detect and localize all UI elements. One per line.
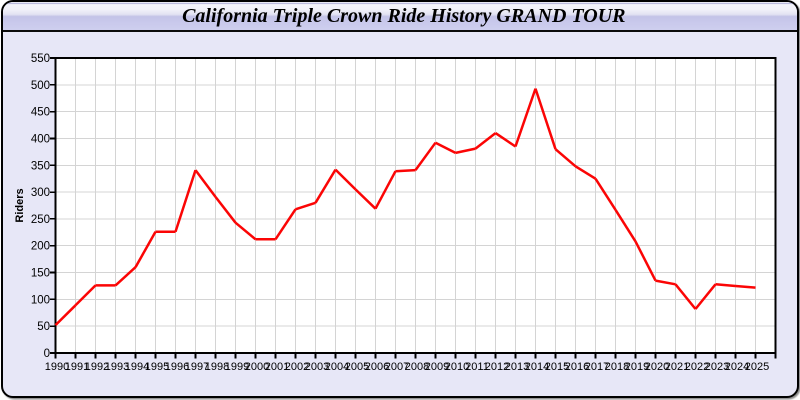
svg-text:2002: 2002 [285,361,309,373]
svg-text:2001: 2001 [265,361,289,373]
svg-text:2004: 2004 [325,361,349,373]
svg-text:450: 450 [31,107,50,119]
svg-text:0: 0 [44,348,50,360]
svg-text:1990: 1990 [45,361,69,373]
svg-text:2016: 2016 [565,361,589,373]
svg-text:350: 350 [31,160,50,172]
svg-text:2005: 2005 [345,361,369,373]
svg-text:2006: 2006 [365,361,389,373]
svg-text:400: 400 [31,134,50,146]
svg-text:50: 50 [37,321,50,333]
svg-text:2019: 2019 [625,361,649,373]
svg-text:Riders: Riders [14,188,26,222]
svg-text:250: 250 [31,214,50,226]
svg-text:500: 500 [31,80,50,92]
svg-text:2022: 2022 [685,361,709,373]
svg-text:2010: 2010 [445,361,469,373]
svg-text:1995: 1995 [145,361,169,373]
svg-text:2012: 2012 [485,361,509,373]
svg-text:2023: 2023 [705,361,729,373]
svg-text:2017: 2017 [585,361,609,373]
svg-text:100: 100 [31,294,50,306]
svg-text:550: 550 [31,53,50,65]
svg-text:2020: 2020 [645,361,669,373]
svg-text:2008: 2008 [405,361,429,373]
svg-text:2000: 2000 [245,361,269,373]
svg-text:2018: 2018 [605,361,629,373]
svg-text:1996: 1996 [165,361,189,373]
svg-text:2009: 2009 [425,361,449,373]
svg-text:2021: 2021 [665,361,689,373]
svg-text:2014: 2014 [525,361,549,373]
svg-text:1999: 1999 [225,361,249,373]
svg-text:1997: 1997 [185,361,209,373]
svg-text:2003: 2003 [305,361,329,373]
svg-text:2011: 2011 [465,361,489,373]
svg-text:1992: 1992 [85,361,109,373]
svg-text:2007: 2007 [385,361,409,373]
svg-text:1998: 1998 [205,361,229,373]
svg-text:200: 200 [31,241,50,253]
svg-text:2013: 2013 [505,361,529,373]
svg-text:1994: 1994 [125,361,149,373]
svg-text:300: 300 [31,187,50,199]
svg-text:2015: 2015 [545,361,569,373]
svg-text:2024: 2024 [725,361,749,373]
svg-text:150: 150 [31,268,50,280]
svg-text:1993: 1993 [105,361,129,373]
svg-text:1991: 1991 [65,361,89,373]
svg-text:2025: 2025 [745,361,769,373]
